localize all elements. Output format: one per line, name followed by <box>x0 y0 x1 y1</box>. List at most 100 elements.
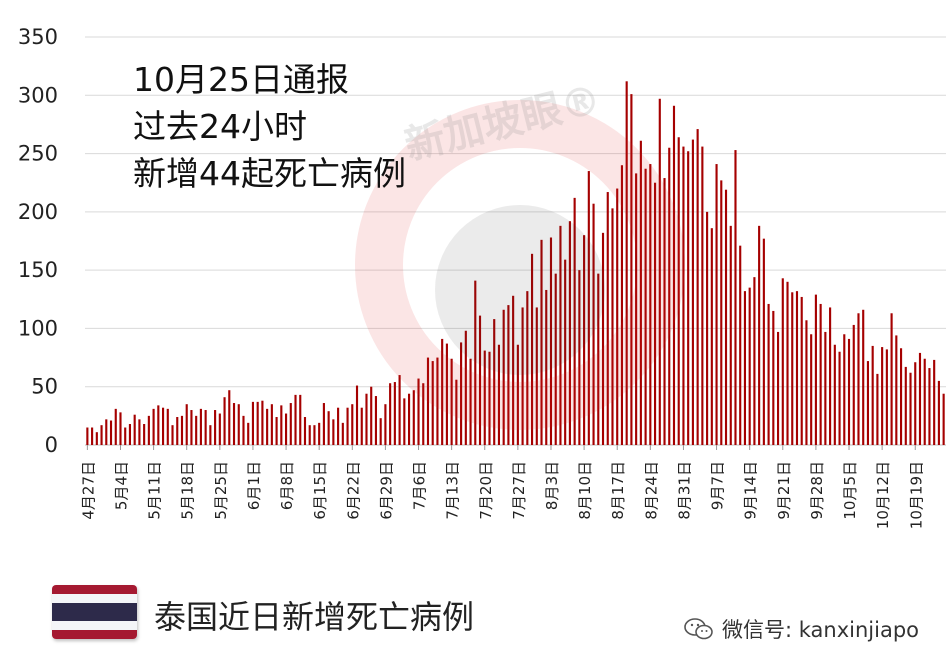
bar <box>270 404 273 445</box>
x-tick-label: 5月18日 <box>179 461 197 520</box>
bar <box>247 422 250 445</box>
bar <box>389 383 392 445</box>
bar <box>493 319 496 445</box>
bar <box>734 150 737 445</box>
x-tick-label: 9月14日 <box>742 461 760 520</box>
x-tick-label: 10月5日 <box>841 461 859 520</box>
bar <box>95 432 98 445</box>
bar <box>564 259 567 445</box>
flag-stripe-red-bottom <box>52 630 137 639</box>
bar <box>847 338 851 445</box>
bar <box>805 320 808 445</box>
bar <box>672 105 676 445</box>
bar <box>791 292 794 445</box>
bar <box>933 359 936 445</box>
annotation-box: 10月25日通报 过去24小时 新增44起死亡病例 <box>133 56 406 197</box>
bars <box>86 81 945 446</box>
bar <box>180 415 184 445</box>
bar <box>549 237 553 445</box>
bar <box>360 407 363 445</box>
bar <box>507 305 510 445</box>
x-axis: 4月27日 5月4日 5月11日 5月18日 5月25日 6月1日 6月8日 6月15日 6月2… <box>79 445 925 529</box>
bar <box>653 182 657 445</box>
bar <box>322 403 325 445</box>
y-tick-label: 350 <box>18 25 58 49</box>
chart-caption: 泰国近日新增死亡病例 <box>154 598 475 636</box>
x-tick-label: 9月28日 <box>808 461 826 520</box>
bar <box>592 203 595 445</box>
bar <box>284 413 288 445</box>
bar <box>157 405 160 445</box>
bar <box>611 208 614 445</box>
bar <box>516 344 519 445</box>
bar <box>426 357 430 445</box>
bar <box>781 278 784 445</box>
bar <box>843 334 846 445</box>
bar <box>899 348 903 445</box>
bar <box>502 309 505 445</box>
flag-stripe-red-top <box>52 585 137 594</box>
bar <box>890 313 893 445</box>
bar <box>242 415 245 445</box>
bar <box>668 147 671 446</box>
bar <box>862 309 865 445</box>
x-tick-label: 7月13日 <box>444 461 462 520</box>
bar <box>441 338 444 445</box>
bar <box>729 225 732 445</box>
bar <box>417 378 420 445</box>
x-tick-label: 7月27日 <box>510 461 528 520</box>
bar <box>578 270 581 445</box>
bar <box>701 146 704 445</box>
x-tick-label: 9月7日 <box>709 461 727 510</box>
thailand-flag-icon <box>52 585 137 639</box>
x-tick-label: 8月24日 <box>642 461 660 520</box>
x-tick-label: 8月17日 <box>609 461 627 520</box>
bar <box>720 180 723 445</box>
bar <box>199 408 202 445</box>
flag-stripe-blue <box>52 603 137 621</box>
bar <box>824 331 827 445</box>
bar <box>583 235 586 445</box>
bar <box>852 324 855 445</box>
bar <box>753 277 756 445</box>
bar <box>724 189 728 445</box>
bar <box>374 396 378 445</box>
bar <box>138 419 141 445</box>
bar <box>559 225 562 445</box>
bar <box>758 225 761 445</box>
bar <box>393 382 396 445</box>
bar <box>379 418 382 445</box>
bar <box>114 408 117 445</box>
x-tick-label: 8月10日 <box>576 461 594 520</box>
bar <box>776 331 780 445</box>
bar <box>918 352 922 445</box>
bar <box>630 94 633 446</box>
bar <box>346 407 349 445</box>
bar <box>256 401 259 445</box>
bar <box>649 164 652 445</box>
y-tick-label: 300 <box>18 83 58 107</box>
annotation-line-1: 10月25日通报 <box>133 60 349 99</box>
bar <box>658 98 661 445</box>
x-tick-label: 6月8日 <box>278 461 296 510</box>
x-tick-label: 8月3日 <box>543 461 561 510</box>
bar <box>786 281 789 445</box>
bar <box>218 413 221 445</box>
bar <box>795 291 799 445</box>
bar <box>450 358 453 445</box>
bar <box>303 417 307 445</box>
bar <box>620 165 624 446</box>
bar <box>677 137 680 445</box>
bar <box>365 393 368 445</box>
bar <box>294 394 297 445</box>
bar <box>147 415 150 445</box>
bar <box>573 197 576 445</box>
bar <box>942 393 945 445</box>
bar <box>190 410 193 445</box>
bar <box>616 188 619 446</box>
y-tick-label: 250 <box>18 142 58 166</box>
bar <box>710 228 713 445</box>
bar <box>606 192 609 445</box>
bar <box>937 380 940 445</box>
y-tick-label: 200 <box>18 200 58 224</box>
